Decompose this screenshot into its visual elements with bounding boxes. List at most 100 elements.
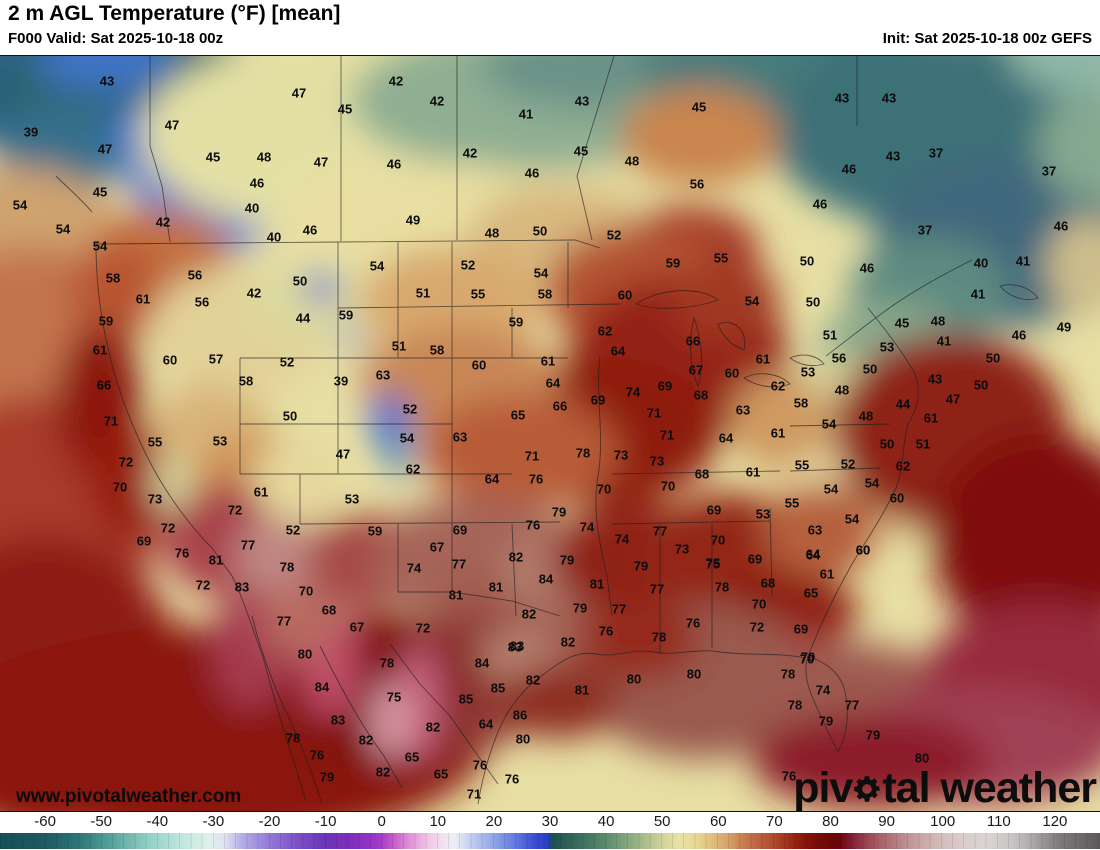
temp-value-label: 61 — [92, 342, 108, 358]
temp-value-label: 41 — [1015, 253, 1031, 269]
temp-value-label: 45 — [337, 101, 353, 117]
temp-value-label: 77 — [240, 537, 256, 553]
temp-value-label: 78 — [279, 559, 295, 575]
temp-value-label: 62 — [895, 458, 911, 474]
temp-value-label: 74 — [614, 531, 630, 547]
temperature-labels: 43 39 47 47 47 45 45 48 47 46 45 40 42 54 54 40 46 54 42 42… — [0, 56, 1100, 811]
temp-value-label: 63 — [375, 367, 391, 383]
temp-value-label: 46 — [859, 260, 875, 276]
pivotalweather-logo: piv tal weather — [793, 764, 1097, 812]
temp-value-label: 65 — [433, 766, 449, 782]
temp-value-label: 59 — [367, 523, 383, 539]
temp-value-label: 42 — [246, 285, 262, 301]
temp-value-label: 74 — [625, 384, 641, 400]
temp-value-label: 58 — [238, 373, 254, 389]
temp-value-label: 73 — [649, 453, 665, 469]
temp-value-label: 81 — [448, 587, 464, 603]
temp-value-label: 82 — [508, 549, 524, 565]
temp-value-label: 60 — [162, 352, 178, 368]
temp-value-label: 53 — [344, 491, 360, 507]
temp-value-label: 82 — [525, 672, 541, 688]
temp-value-label: 63 — [807, 522, 823, 538]
temp-value-label: 77 — [652, 523, 668, 539]
temp-value-label: 67 — [349, 619, 365, 635]
temp-value-label: 79 — [633, 558, 649, 574]
temp-value-label: 54 — [399, 430, 415, 446]
colorbar-tick: 80 — [822, 813, 839, 830]
colorbar-tick-labels: -60 -50 -40 -30 -20 -10 0 10 20 30 40 50 60 70 80 90 100… — [0, 813, 1100, 832]
temp-value-label: 41 — [518, 106, 534, 122]
temp-value-label: 55 — [147, 434, 163, 450]
logo-text-left: piv — [793, 764, 853, 812]
temp-value-label: 79 — [818, 713, 834, 729]
init-time-label: Init: Sat 2025-10-18 00z GEFS — [882, 30, 1092, 47]
temp-value-label: 76 — [504, 771, 520, 787]
temp-value-label: 69 — [706, 502, 722, 518]
temp-value-label: 65 — [404, 749, 420, 765]
temp-value-label: 55 — [713, 250, 729, 266]
temp-value-label: 77 — [844, 697, 860, 713]
temp-value-label: 54 — [821, 416, 837, 432]
temp-value-label: 58 — [537, 286, 553, 302]
temp-value-label: 75 — [705, 555, 721, 571]
temp-value-label: 70 — [112, 479, 128, 495]
temp-value-label: 68 — [694, 466, 710, 482]
temp-value-label: 79 — [572, 600, 588, 616]
temp-value-label: 41 — [970, 286, 986, 302]
temp-value-label: 60 — [855, 542, 871, 558]
temp-value-label: 51 — [391, 338, 407, 354]
temp-value-label: 51 — [415, 285, 431, 301]
temp-value-label: 68 — [321, 602, 337, 618]
temp-value-label: 70 — [298, 583, 314, 599]
colorbar: -60 -50 -40 -30 -20 -10 0 10 20 30 40 50 60 70 80 90 100… — [0, 812, 1100, 850]
temp-value-label: 61 — [770, 425, 786, 441]
temp-value-label: 42 — [462, 145, 478, 161]
temp-value-label: 39 — [23, 124, 39, 140]
colorbar-tick: -60 — [34, 813, 56, 830]
temp-value-label: 56 — [194, 294, 210, 310]
temp-value-label: 62 — [405, 461, 421, 477]
temp-value-label: 78 — [285, 730, 301, 746]
colorbar-tick: -50 — [90, 813, 113, 830]
temp-value-label: 59 — [98, 313, 114, 329]
temp-value-label: 69 — [793, 621, 809, 637]
temp-value-label: 61 — [745, 464, 761, 480]
temperature-map-canvas: 43 39 47 47 47 45 45 48 47 46 45 40 42 54 54 40 46 54 42 42… — [0, 55, 1100, 812]
colorbar-tick: 50 — [653, 813, 671, 830]
temp-value-label: 76 — [525, 517, 541, 533]
colorbar-tick: 30 — [541, 813, 559, 830]
temp-value-label: 43 — [881, 90, 897, 106]
temp-value-label: 61 — [923, 410, 939, 426]
temp-value-label: 47 — [945, 391, 961, 407]
temp-value-label: 68 — [693, 387, 709, 403]
temp-value-label: 76 — [781, 768, 797, 784]
temp-value-label: 52 — [840, 456, 856, 472]
temp-value-label: 78 — [714, 579, 730, 595]
colorbar-tick: 120 — [1042, 813, 1068, 830]
gear-icon — [854, 776, 881, 802]
temp-value-label: 60 — [889, 490, 905, 506]
temp-value-label: 72 — [195, 577, 211, 593]
temp-value-label: 43 — [99, 73, 115, 89]
temp-value-label: 79 — [551, 504, 567, 520]
temp-value-label: 50 — [973, 377, 989, 393]
colorbar-tick: 100 — [930, 813, 956, 830]
temp-value-label: 54 — [369, 258, 385, 274]
temp-value-label: 81 — [589, 576, 605, 592]
temp-value-label: 61 — [819, 566, 835, 582]
temp-value-label: 45 — [691, 99, 707, 115]
temp-value-label: 71 — [524, 448, 540, 464]
temp-value-label: 54 — [864, 475, 880, 491]
temp-value-label: 39 — [333, 373, 349, 389]
temp-value-label: 80 — [686, 666, 702, 682]
temp-value-label: 46 — [841, 161, 857, 177]
temp-value-label: 72 — [118, 454, 134, 470]
temperature-shading — [0, 56, 1100, 811]
colorbar-tick: 90 — [878, 813, 895, 830]
temp-value-label: 71 — [103, 413, 119, 429]
temp-value-label: 47 — [164, 117, 180, 133]
temp-value-label: 54 — [844, 511, 860, 527]
temp-value-label: 52 — [285, 522, 301, 538]
temp-value-label: 79 — [559, 552, 575, 568]
